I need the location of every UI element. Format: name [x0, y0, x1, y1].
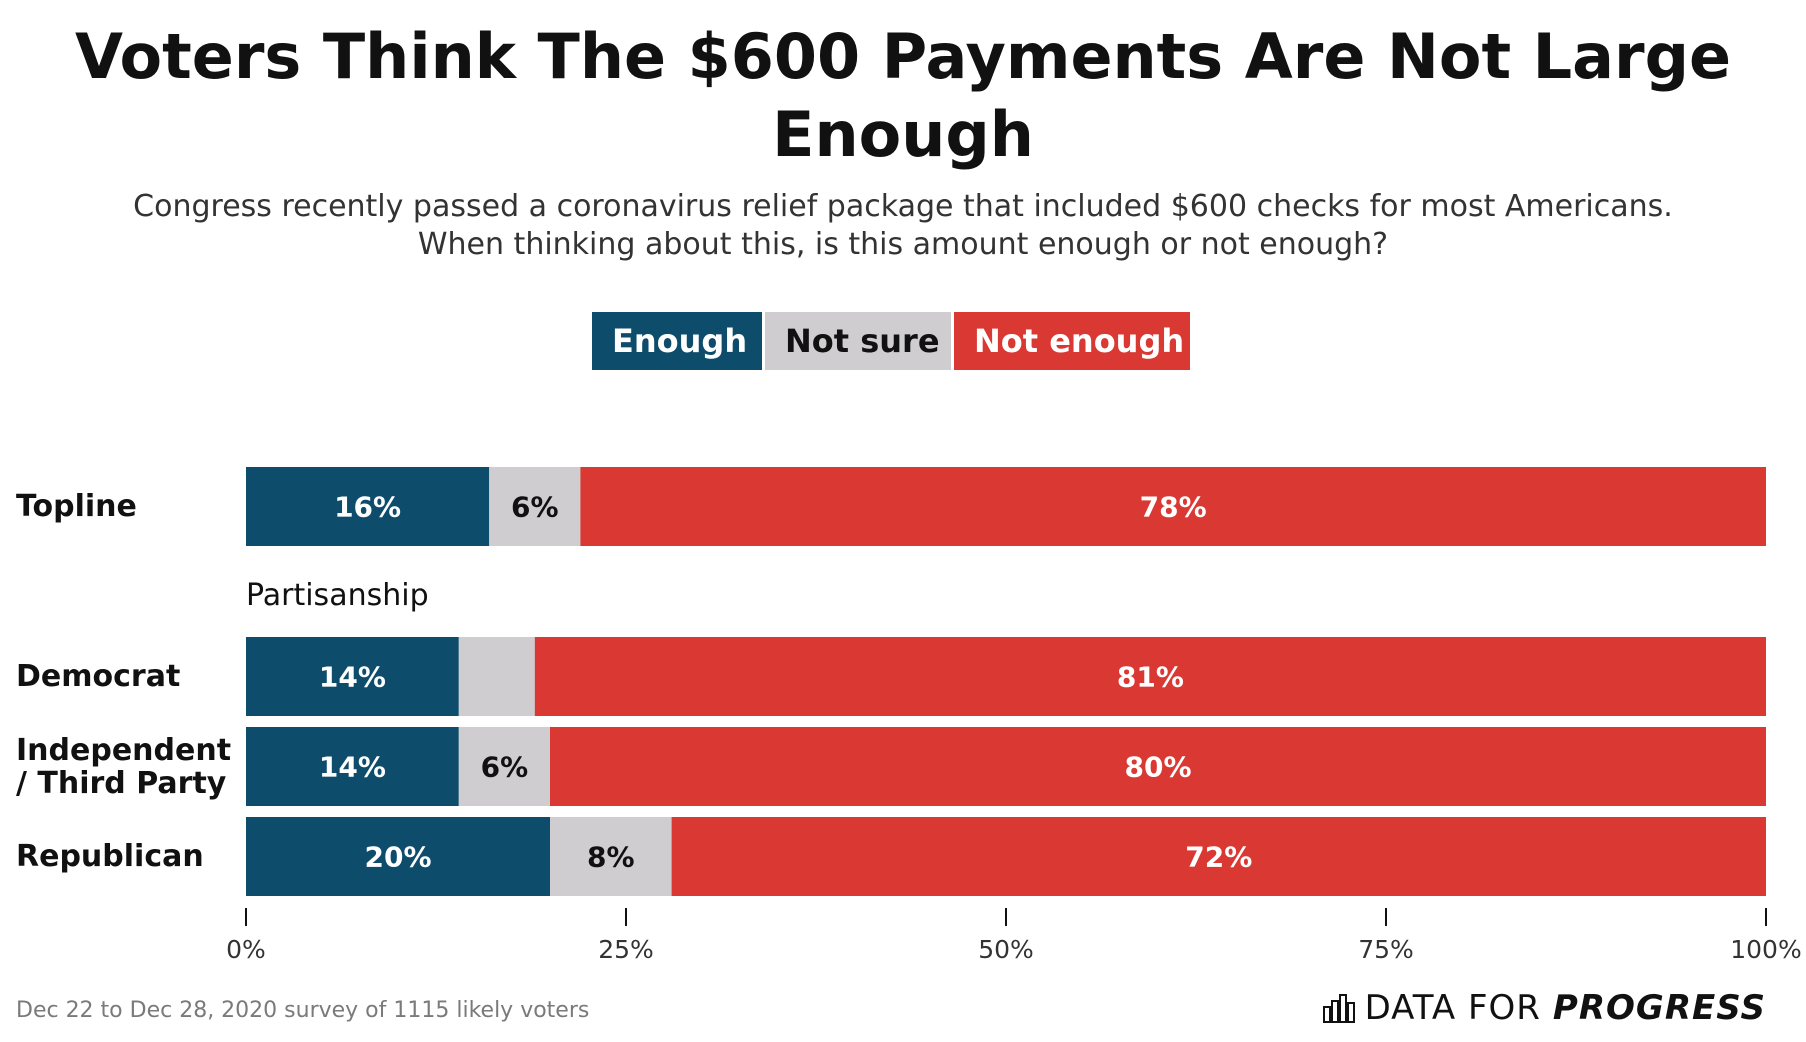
x-tick-label-75: 75% [1358, 935, 1414, 964]
bar-democrat-enough [246, 637, 459, 716]
bar-topline-not-sure [489, 467, 581, 546]
bar-topline-enough [246, 467, 490, 546]
bar-label-independent-enough: 14% [319, 751, 386, 784]
bar-republican-not-enough [671, 817, 1766, 896]
x-tick-label-25: 25% [598, 935, 654, 964]
subtitle-line-2: When thinking about this, is this amount… [417, 227, 1389, 262]
row-label-democrat: Democrat [16, 659, 181, 694]
row-label-republican: Republican [16, 839, 204, 874]
bar-independent-not-sure [458, 727, 550, 806]
row-label-topline: Topline [16, 489, 137, 524]
bar-label-independent-not-enough: 80% [1124, 751, 1191, 784]
group-label-partisanship: Partisanship [246, 578, 429, 613]
bar-label-independent-not-sure: 6% [481, 751, 529, 784]
bar-label-democrat-enough: 14% [319, 661, 386, 694]
legend: Enough Not sure Not enough [592, 312, 1193, 370]
chart-title: Voters Think The $600 Payments Are Not L… [74, 20, 1732, 171]
brand-logo: DATA FOR PROGRESS [1322, 988, 1766, 1028]
subtitle-line-1: Congress recently passed a coronavirus r… [133, 189, 1673, 224]
x-tick-label-100: 100% [1730, 935, 1801, 964]
bar-democrat-not-enough [534, 637, 1766, 716]
legend-not-enough: Not enough [954, 312, 1190, 370]
bar-independent-enough [246, 727, 459, 806]
bar-label-topline-not-sure: 6% [511, 491, 559, 524]
bar-label-topline-enough: 16% [334, 491, 401, 524]
brand-bold: PROGRESS [1552, 988, 1766, 1028]
bar-democrat-not-sure [458, 637, 535, 716]
bar-republican-not-sure [550, 817, 672, 896]
chart-subtitle: Congress recently passed a coronavirus r… [0, 188, 1806, 264]
x-tick-label-50: 50% [978, 935, 1034, 964]
bar-chart-logo-icon [1322, 994, 1355, 1023]
bar-republican-enough [246, 817, 550, 896]
bar-label-republican-not-enough: 72% [1185, 841, 1252, 874]
bar-label-republican-enough: 20% [364, 841, 431, 874]
survey-footnote: Dec 22 to Dec 28, 2020 survey of 1115 li… [16, 998, 590, 1023]
row-label-independent: Independent / Third Party [16, 732, 232, 801]
bar-topline-not-enough [580, 467, 1766, 546]
bar-label-democrat-not-enough: 81% [1117, 661, 1184, 694]
legend-not-sure: Not sure [765, 312, 951, 370]
bar-label-republican-not-sure: 8% [587, 841, 635, 874]
legend-enough: Enough [592, 312, 762, 370]
x-tick-label-0: 0% [226, 935, 266, 964]
brand-plain: DATA FOR [1364, 988, 1541, 1028]
bar-independent-not-enough [550, 727, 1766, 806]
bar-label-topline-not-enough: 78% [1140, 491, 1207, 524]
